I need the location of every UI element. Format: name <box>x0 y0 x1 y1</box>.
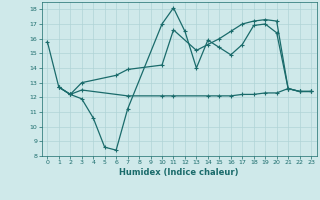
X-axis label: Humidex (Indice chaleur): Humidex (Indice chaleur) <box>119 168 239 177</box>
